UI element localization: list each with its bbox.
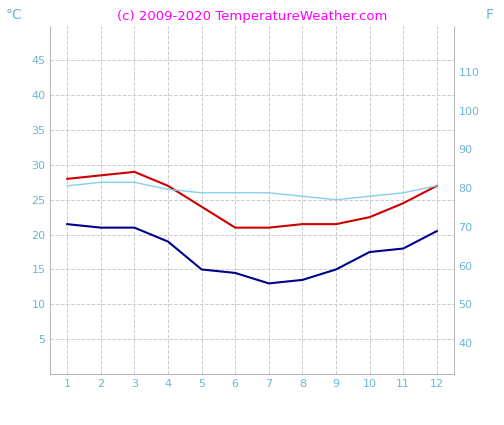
Text: °C: °C (6, 8, 23, 22)
Text: F: F (486, 8, 494, 22)
Title: (c) 2009-2020 TemperatureWeather.com: (c) 2009-2020 TemperatureWeather.com (117, 10, 387, 23)
